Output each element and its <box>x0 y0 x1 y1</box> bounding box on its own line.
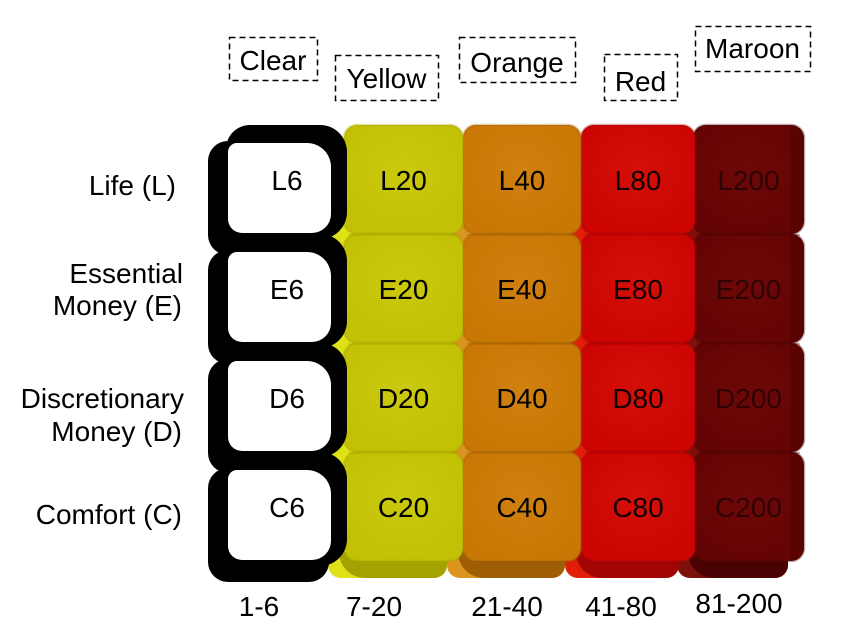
svg-text:Life (L): Life (L) <box>89 170 176 201</box>
svg-text:D6: D6 <box>269 383 305 414</box>
svg-text:L80: L80 <box>615 165 662 196</box>
svg-text:81-200: 81-200 <box>695 588 782 619</box>
svg-text:L20: L20 <box>380 165 427 196</box>
svg-text:D200: D200 <box>715 383 782 414</box>
svg-text:Discretionary: Discretionary <box>21 383 184 414</box>
svg-text:D80: D80 <box>612 383 663 414</box>
svg-text:E80: E80 <box>613 274 663 305</box>
svg-text:C80: C80 <box>612 492 663 523</box>
svg-text:Essential: Essential <box>69 258 183 289</box>
svg-text:21-40: 21-40 <box>471 591 543 622</box>
svg-text:Orange: Orange <box>470 47 563 78</box>
svg-text:E40: E40 <box>497 274 547 305</box>
svg-text:C20: C20 <box>378 492 429 523</box>
svg-text:Comfort (C): Comfort (C) <box>36 499 182 530</box>
svg-text:E6: E6 <box>270 274 304 305</box>
svg-text:D40: D40 <box>496 383 547 414</box>
svg-text:E200: E200 <box>716 274 781 305</box>
svg-text:Money (D): Money (D) <box>51 416 182 447</box>
svg-text:7-20: 7-20 <box>346 591 402 622</box>
svg-text:Maroon: Maroon <box>705 33 800 64</box>
svg-text:Money (E): Money (E) <box>53 290 182 321</box>
svg-text:L40: L40 <box>499 165 546 196</box>
svg-text:Red: Red <box>615 66 666 97</box>
svg-text:L6: L6 <box>271 165 302 196</box>
svg-text:Clear: Clear <box>240 45 307 76</box>
svg-text:41-80: 41-80 <box>585 591 657 622</box>
svg-text:L200: L200 <box>717 165 779 196</box>
svg-text:D20: D20 <box>378 383 429 414</box>
svg-text:Yellow: Yellow <box>347 63 428 94</box>
svg-text:1-6: 1-6 <box>239 591 279 622</box>
svg-text:C200: C200 <box>715 492 782 523</box>
svg-text:C6: C6 <box>269 492 305 523</box>
svg-text:C40: C40 <box>496 492 547 523</box>
svg-text:E20: E20 <box>379 274 429 305</box>
